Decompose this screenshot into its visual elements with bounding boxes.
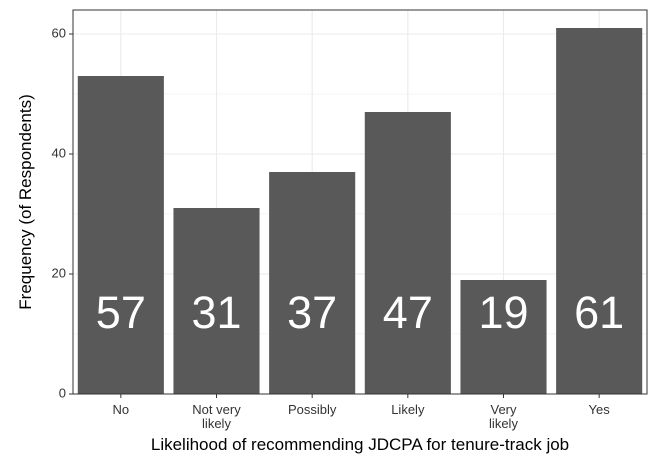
x-tick-label-line: Not very — [192, 402, 241, 417]
x-tick-label-line: Yes — [589, 402, 611, 417]
bar-0 — [77, 76, 164, 394]
bar-data-label: 19 — [478, 287, 528, 338]
x-tick-label: Very likely — [489, 402, 518, 431]
x-tick-label-line: Likely — [391, 402, 425, 417]
x-tick-label: No — [113, 402, 130, 417]
bar-data-label: 57 — [96, 287, 146, 338]
x-tick-label-line: likely — [202, 416, 231, 431]
bar-4 — [460, 280, 547, 394]
y-axis-ticks: 0 20 40 60 — [52, 25, 73, 400]
bar-2 — [269, 172, 356, 394]
x-tick-label: Likely — [391, 402, 425, 417]
bar-data-label: 61 — [574, 287, 624, 338]
panel-background — [73, 10, 647, 394]
x-axis-title: Likelihood of recommending JDCPA for ten… — [151, 435, 569, 454]
x-tick-label: Not very likely — [192, 402, 241, 431]
x-tick-label-line: Very — [490, 402, 517, 417]
x-tick-label-line: Possibly — [288, 402, 337, 417]
bar-1 — [173, 208, 260, 394]
x-tick-label: Possibly — [288, 402, 337, 417]
y-tick-label: 0 — [59, 385, 66, 400]
y-axis-title: Frequency (of Respondents) — [16, 94, 35, 309]
y-tick-label: 20 — [52, 265, 66, 280]
data-labels-group: 57 31 37 47 19 61 — [96, 287, 624, 338]
bars-group — [77, 28, 643, 394]
bar-3 — [364, 112, 451, 394]
y-tick-label: 60 — [52, 25, 66, 40]
bar-data-label: 47 — [383, 287, 433, 338]
x-tick-label: Yes — [589, 402, 611, 417]
bar-data-label: 37 — [287, 287, 337, 338]
x-tick-label-line: No — [113, 402, 130, 417]
bar-data-label: 31 — [191, 287, 241, 338]
bar-5 — [556, 28, 643, 394]
y-tick-label: 40 — [52, 145, 66, 160]
x-tick-label-line: likely — [489, 416, 518, 431]
panel-border — [72, 9, 648, 395]
